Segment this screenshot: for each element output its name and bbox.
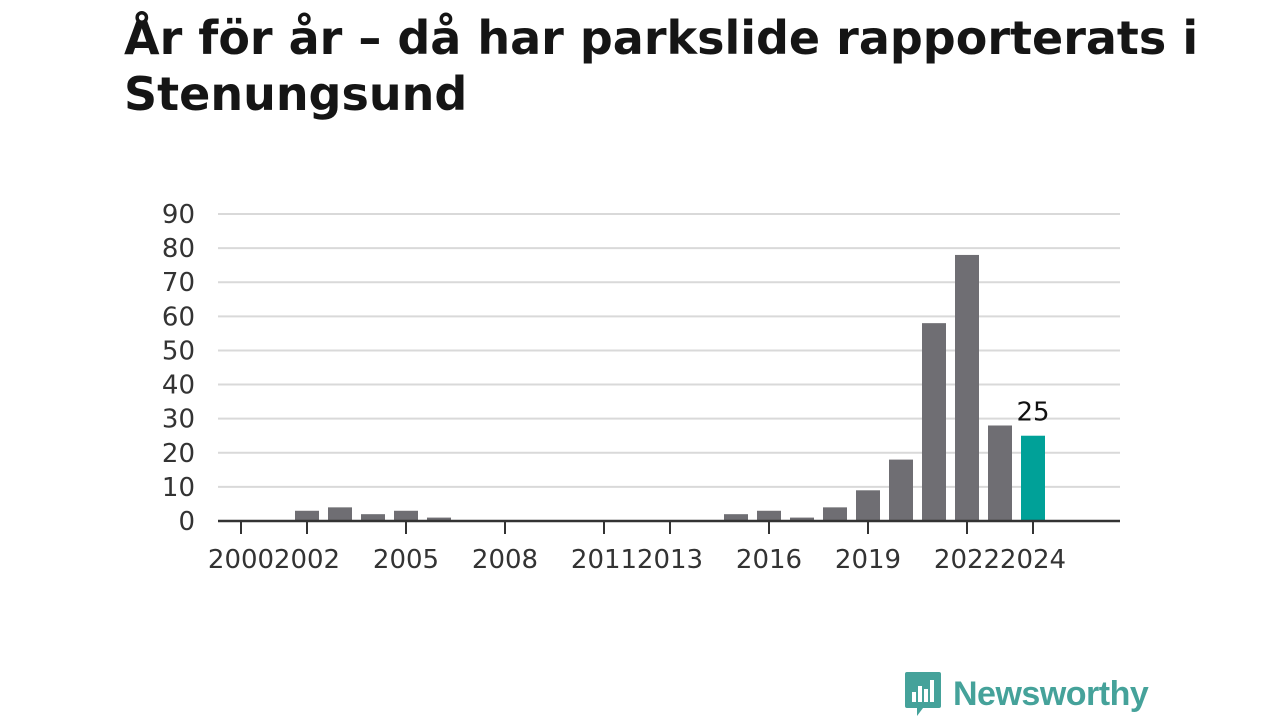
x-tick-label: 2011 — [571, 545, 637, 575]
data-label-2024: 25 — [1016, 398, 1049, 428]
bar-2004 — [361, 514, 385, 521]
y-tick-label: 60 — [162, 302, 195, 332]
x-tick-label: 2000 — [208, 545, 274, 575]
y-tick-label: 20 — [162, 439, 195, 469]
x-axis: 2000 2002 2005 2008 2011 2013 2016 2019 2022 2024 — [208, 519, 1120, 575]
x-tick-label: 2024 — [1000, 545, 1066, 575]
x-tick-label: 2013 — [637, 545, 703, 575]
brand-logo: Newsworthy — [903, 670, 1149, 718]
bar-2006 — [427, 517, 451, 521]
bar-2015 — [724, 514, 748, 521]
y-tick-label: 0 — [178, 507, 195, 537]
x-tick-label: 2005 — [373, 545, 439, 575]
bar-2024 — [1021, 435, 1045, 521]
bar-2022 — [955, 254, 979, 521]
y-tick-label: 10 — [162, 473, 195, 503]
y-axis-labels: 0 10 20 30 40 50 60 70 80 90 — [162, 200, 195, 537]
bar-2019 — [856, 490, 880, 521]
bar-2023 — [988, 425, 1012, 521]
newsworthy-logo-icon — [905, 672, 941, 716]
bar-2003 — [328, 507, 352, 521]
x-tick-label: 2022 — [934, 545, 1000, 575]
bar-2017 — [790, 517, 814, 521]
y-tick-label: 30 — [162, 405, 195, 435]
bar-2018 — [823, 507, 847, 521]
y-tick-label: 80 — [162, 234, 195, 264]
brand-name: Newsworthy — [953, 674, 1149, 713]
bar-2002 — [295, 510, 319, 521]
grid-lines — [218, 213, 1120, 488]
y-tick-label: 70 — [162, 268, 195, 298]
data-labels: 25 — [1016, 398, 1049, 428]
x-tick-label: 2016 — [736, 545, 802, 575]
bars — [295, 254, 1045, 521]
y-tick-label: 90 — [162, 200, 195, 230]
x-tick-label: 2008 — [472, 545, 538, 575]
bar-2005 — [394, 510, 418, 521]
bar-2020 — [889, 459, 913, 521]
y-tick-label: 50 — [162, 336, 195, 366]
bar-2021 — [922, 323, 946, 521]
y-tick-label: 40 — [162, 371, 195, 401]
x-tick-label: 2002 — [274, 545, 340, 575]
bar-2016 — [757, 510, 781, 521]
x-tick-label: 2019 — [835, 545, 901, 575]
chart-title: År för år – då har parkslide rapporterat… — [124, 11, 1199, 121]
